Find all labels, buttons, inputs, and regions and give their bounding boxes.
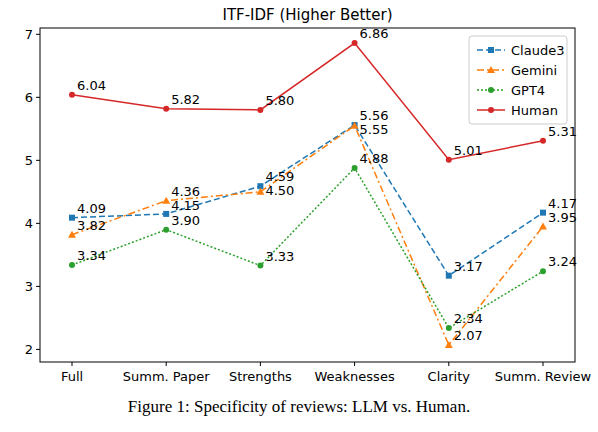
legend-label: Human (511, 103, 558, 118)
point-marker (69, 215, 75, 221)
data-label: 4.88 (360, 151, 389, 166)
y-tick (36, 349, 40, 350)
point-marker (352, 40, 358, 46)
x-tick (354, 362, 355, 366)
x-tick-label: Clarity (428, 369, 471, 384)
x-tick (260, 362, 261, 366)
legend-marker (487, 66, 495, 73)
point-marker (445, 341, 453, 348)
data-label: 6.04 (77, 78, 106, 93)
figure-caption: Figure 1: Specificity of reviews: LLM vs… (128, 397, 470, 416)
legend-marker (488, 87, 494, 93)
x-tick-label: Strengths (229, 369, 292, 384)
data-labels: 6.04 4.09 3.82 3.34 5.82 4.364.153.90 5.80 4.59… (77, 26, 577, 343)
point-marker (163, 227, 169, 233)
data-label: 5.55 (360, 122, 389, 137)
point-marker (69, 92, 75, 98)
series-line (72, 126, 543, 345)
x-tick-label: Weaknesses (315, 369, 395, 384)
plot-frame (40, 28, 575, 362)
point-marker (256, 188, 264, 195)
point-marker (540, 138, 546, 144)
data-label: 4.50 (265, 183, 294, 198)
y-tick-label: 2 (25, 342, 33, 357)
chart-title: ITF-IDF (Higher Better) (222, 6, 392, 24)
y-tick-label: 6 (25, 90, 33, 105)
legend-label: GPT4 (511, 83, 545, 98)
x-tick (543, 362, 544, 366)
y-tick-label: 5 (25, 153, 33, 168)
y-tick (36, 160, 40, 161)
point-marker (68, 231, 76, 238)
data-label: 3.82 (77, 218, 106, 233)
legend-box (469, 36, 567, 124)
chart-container: ITF-IDF (Higher Better) 2 3 4 5 6 7 Full Summ. P… (0, 0, 598, 432)
point-marker (446, 157, 452, 163)
legend-marker (488, 107, 494, 113)
data-label: 3.24 (548, 254, 577, 269)
y-tick-label: 3 (25, 279, 33, 294)
point-marker (539, 223, 547, 230)
point-marker (163, 106, 169, 112)
data-label: 5.31 (548, 124, 577, 139)
point-marker (540, 210, 546, 216)
point-marker (257, 107, 263, 113)
x-tick (72, 362, 73, 366)
point-marker (540, 268, 546, 274)
data-label: 3.33 (265, 249, 294, 264)
point-marker (163, 211, 169, 217)
legend-label: Gemini (511, 63, 557, 78)
x-tick (448, 362, 449, 366)
data-label: 4.09 (77, 201, 106, 216)
y-tick (36, 223, 40, 224)
x-tick-label: Summ. Paper (123, 369, 211, 384)
data-label: 3.34 (77, 248, 106, 263)
x-tick-label: Summ. Review (495, 369, 592, 384)
data-label: 4.17 (548, 196, 577, 211)
y-tick (36, 286, 40, 287)
data-label: 5.56 (360, 108, 389, 123)
legend: Claude3 Gemini GPT4 Human (469, 36, 567, 124)
y-tick-label: 4 (25, 216, 33, 231)
data-label: 3.95 (548, 210, 577, 225)
data-label: 2.34 (454, 311, 483, 326)
data-label: 4.59 (265, 169, 294, 184)
data-label: 3.17 (454, 259, 483, 274)
y-tick (36, 34, 40, 35)
data-label: 6.86 (360, 26, 389, 41)
point-marker (69, 262, 75, 268)
point-marker (446, 325, 452, 331)
data-label: 2.07 (454, 328, 483, 343)
data-label: 3.90 (171, 213, 200, 228)
data-label: 4.15 (171, 198, 200, 213)
point-marker (162, 197, 170, 204)
series-line (72, 168, 543, 328)
data-label: 5.82 (171, 92, 200, 107)
point-marker (446, 273, 452, 279)
legend-label: Claude3 (511, 43, 564, 58)
legend-marker (488, 47, 494, 53)
x-tick-label: Full (61, 369, 83, 384)
data-label: 4.36 (171, 184, 200, 199)
data-label: 5.01 (454, 143, 483, 158)
data-label: 5.80 (265, 93, 294, 108)
point-marker (351, 122, 359, 129)
y-tick-label: 7 (25, 27, 33, 42)
x-tick (166, 362, 167, 366)
point-marker (352, 122, 358, 128)
y-tick (36, 97, 40, 98)
point-marker (257, 263, 263, 269)
point-marker (352, 165, 358, 171)
series-line (72, 125, 543, 276)
chart-svg: ITF-IDF (Higher Better) 2 3 4 5 6 7 Full Summ. P… (0, 0, 598, 432)
